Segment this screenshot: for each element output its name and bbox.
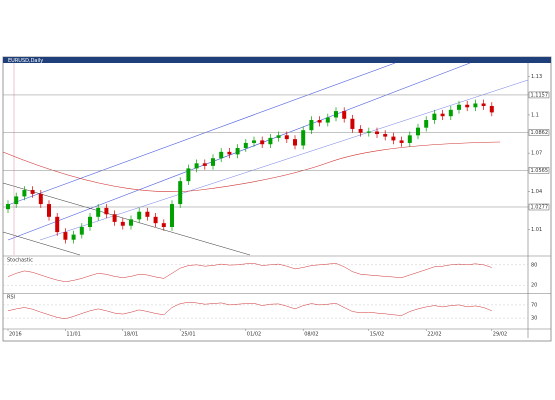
candle-body — [38, 193, 43, 205]
candle-body — [375, 131, 379, 135]
candle-body — [178, 181, 183, 205]
candle-body — [227, 151, 232, 155]
indicator-tick-label: 30 — [531, 316, 537, 322]
candle-body — [489, 106, 494, 113]
candle-body — [71, 234, 76, 240]
level-label: 1.0862 — [531, 130, 549, 136]
candle-body — [219, 151, 224, 159]
moving-average — [2, 141, 501, 192]
candle-body — [424, 120, 429, 128]
x-tick-label: 25/01 — [181, 332, 195, 338]
pane-label: Stochastic — [7, 258, 33, 264]
candle-body — [112, 214, 117, 222]
indicator-tick-label: 80 — [531, 262, 537, 268]
candle-body — [137, 211, 142, 220]
candle-body — [284, 135, 289, 140]
candle-body — [79, 226, 84, 235]
level-box — [528, 91, 550, 99]
level-box — [528, 129, 550, 136]
candle-body — [14, 196, 19, 205]
candle-body — [457, 104, 461, 110]
level-box — [528, 167, 550, 174]
pane-label: RSI — [7, 295, 15, 301]
x-tick-label: 08/02 — [304, 332, 318, 338]
candle-body — [243, 142, 248, 149]
indicator-line — [7, 302, 492, 320]
candle-body — [440, 113, 445, 117]
candle-body — [448, 109, 453, 117]
chart-title: EURUSD,Daily — [8, 58, 43, 64]
candle-body — [473, 103, 478, 108]
candle-body — [325, 117, 330, 123]
candle-body — [129, 219, 133, 226]
candle-body — [194, 163, 199, 169]
x-tick-label: 18/01 — [124, 332, 138, 338]
candle-body — [334, 111, 338, 118]
candle-body — [22, 190, 27, 197]
trend-line — [2, 182, 251, 256]
candle-body — [383, 134, 388, 137]
channel-line — [39, 79, 529, 241]
candle-body — [161, 223, 166, 227]
level-label: 1.0565 — [531, 168, 549, 174]
y-tick-label: 1.1 — [531, 112, 539, 118]
x-tick-label: 15/02 — [370, 332, 384, 338]
y-tick-label: 1.13 — [531, 74, 542, 80]
trend-line — [2, 231, 81, 256]
candle-body — [153, 216, 158, 224]
candle-body — [202, 163, 207, 166]
candle-body — [120, 221, 125, 226]
candle-body — [6, 204, 10, 210]
candle-body — [481, 103, 486, 107]
x-tick-label: 01/02 — [247, 332, 261, 338]
candle-body — [293, 139, 297, 146]
indicator-tick-label: 20 — [531, 283, 537, 289]
candle-body — [252, 140, 256, 143]
candle-body — [276, 135, 281, 138]
indicator-line — [7, 263, 492, 283]
candle-body — [366, 131, 371, 133]
indicator-tick-label: 70 — [531, 302, 537, 308]
candle-body — [63, 232, 68, 240]
candle-body — [391, 136, 396, 141]
level-label: 1.0277 — [531, 204, 549, 210]
candle-body — [407, 135, 412, 143]
candle-body — [342, 111, 347, 119]
y-tick-label: 1.07 — [531, 151, 542, 157]
y-tick-label: 1.04 — [531, 189, 542, 195]
candle-body — [170, 204, 174, 227]
candle-body — [145, 211, 150, 217]
level-label: 1.1157 — [531, 92, 549, 98]
candle-body — [260, 140, 265, 145]
candle-body — [416, 127, 420, 136]
candle-body — [211, 158, 215, 166]
x-tick-label: 2016 — [9, 332, 22, 338]
candle-body — [47, 204, 51, 217]
candle-body — [399, 140, 404, 143]
candle-body — [30, 190, 35, 194]
candle-body — [432, 113, 437, 121]
x-tick-label: 22/02 — [427, 332, 441, 338]
candle-body — [235, 148, 240, 155]
candle-body — [186, 168, 191, 182]
candle-body — [268, 137, 273, 145]
candle-body — [96, 207, 101, 217]
candle-body — [358, 128, 363, 133]
level-box — [528, 203, 550, 211]
x-tick-label: 11/01 — [66, 332, 80, 338]
candle-body — [301, 130, 306, 146]
title-bar — [3, 57, 551, 63]
candle-body — [309, 120, 314, 131]
x-tick-label: 29/02 — [493, 332, 507, 338]
y-tick-label: 1.01 — [531, 227, 542, 233]
candle-body — [88, 216, 92, 227]
channel-line — [7, 62, 396, 206]
candle-body — [104, 207, 109, 215]
candle-body — [55, 216, 60, 233]
candle-body — [465, 104, 470, 108]
candle-body — [350, 118, 355, 129]
candle-body — [317, 120, 322, 123]
